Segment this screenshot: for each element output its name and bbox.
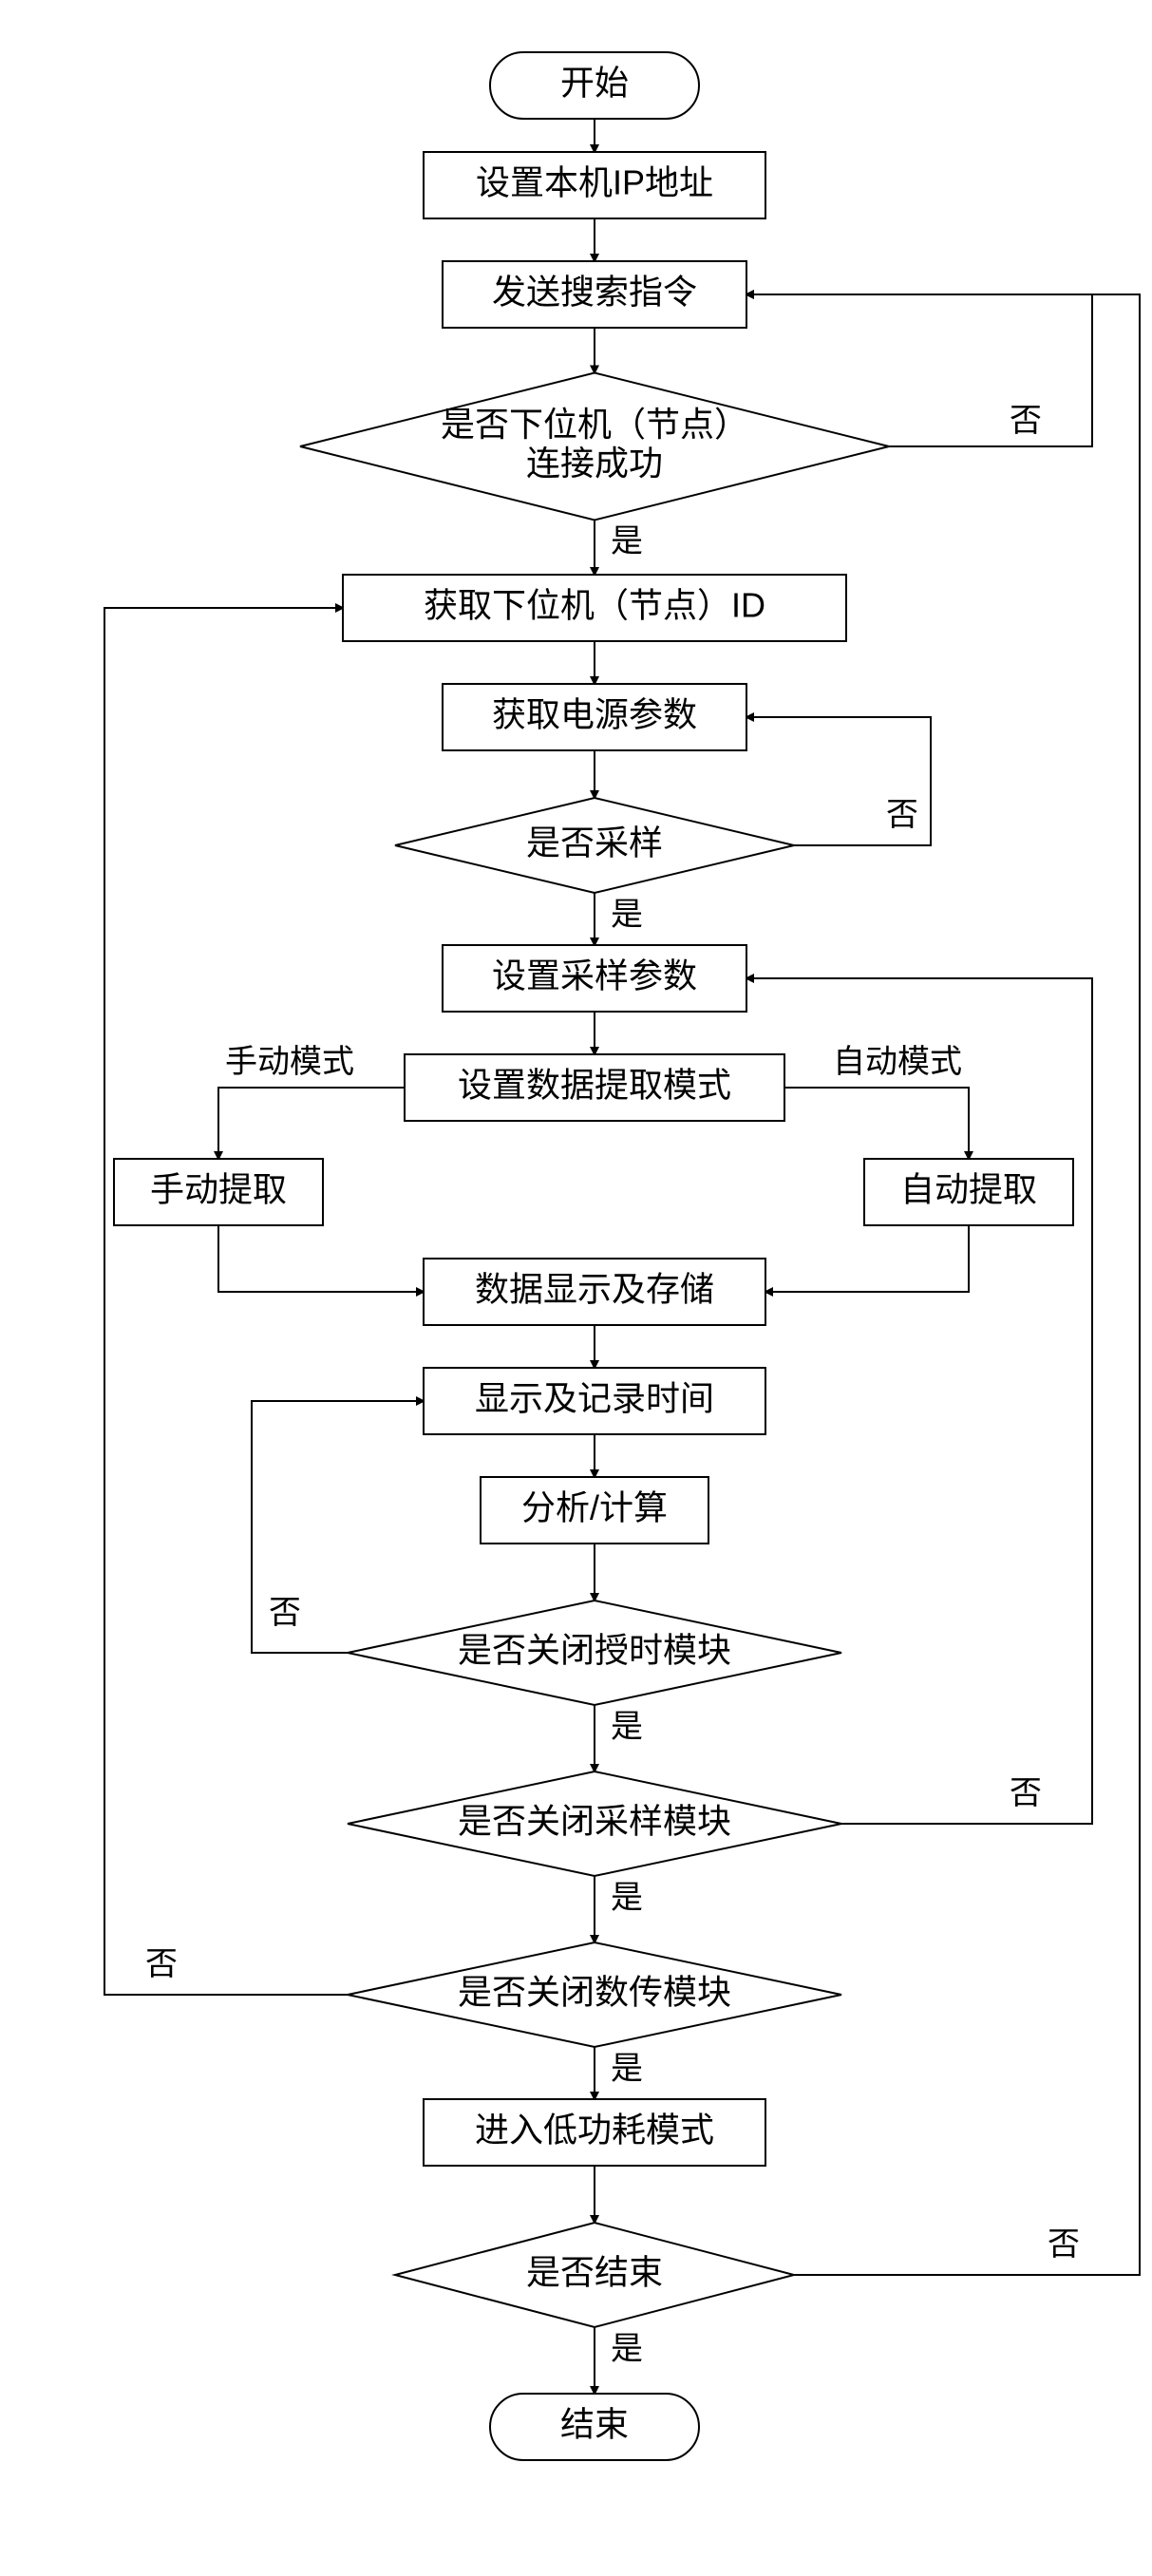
svg-text:是: 是 [611,2331,643,2367]
svg-text:是否结束: 是否结束 [526,2253,663,2292]
set_ip: 设置本机IP地址 [424,152,765,218]
svg-text:是否关闭采样模块: 是否关闭采样模块 [458,1802,731,1841]
svg-text:获取下位机（节点）ID: 获取下位机（节点）ID [424,586,765,625]
svg-text:设置数据提取模式: 设置数据提取模式 [458,1066,731,1105]
manual: 手动提取 [114,1159,323,1225]
auto: 自动提取 [864,1159,1073,1225]
is_sample: 是否采样 [395,798,794,893]
svg-text:设置本机IP地址: 设置本机IP地址 [476,163,713,202]
svg-text:显示及记录时间: 显示及记录时间 [475,1379,714,1418]
svg-text:否: 否 [1048,2226,1080,2263]
svg-text:发送搜索指令: 发送搜索指令 [492,273,697,312]
svg-text:是: 是 [611,1709,643,1745]
svg-text:是: 是 [611,897,643,933]
svg-text:数据显示及存储: 数据显示及存储 [475,1270,714,1309]
end: 结束 [490,2394,699,2460]
svg-text:自动提取: 自动提取 [900,1170,1037,1209]
svg-text:是: 是 [611,2051,643,2087]
svg-text:手动提取: 手动提取 [150,1170,287,1209]
is_end: 是否结束 [395,2223,794,2327]
svg-text:是否下位机（节点）: 是否下位机（节点） [441,405,748,444]
svg-text:否: 否 [1010,1775,1042,1811]
set_mode: 设置数据提取模式 [405,1054,784,1121]
svg-text:否: 否 [1010,403,1042,439]
svg-text:自动模式: 自动模式 [833,1044,962,1080]
svg-text:是: 是 [611,1880,643,1916]
svg-text:是否关闭数传模块: 是否关闭数传模块 [458,1973,731,2012]
svg-text:结束: 结束 [560,2405,629,2444]
svg-text:是否关闭授时模块: 是否关闭授时模块 [458,1631,731,1670]
set_sample: 设置采样参数 [443,945,746,1012]
svg-text:连接成功: 连接成功 [526,444,663,483]
close_trans: 是否关闭数传模块 [348,1942,841,2047]
conn_ok: 是否下位机（节点）连接成功 [300,373,889,521]
close_time: 是否关闭授时模块 [348,1601,841,1705]
analyze: 分析/计算 [481,1477,708,1544]
flowchart-svg: 是否是否手动模式自动模式是否是否是否是否开始设置本机IP地址发送搜索指令是否下位… [19,19,1152,2557]
svg-text:开始: 开始 [560,64,629,103]
low_power: 进入低功耗模式 [424,2099,765,2166]
display: 数据显示及存储 [424,1259,765,1325]
svg-text:否: 否 [145,1946,178,1982]
get_power: 获取电源参数 [443,684,746,750]
svg-text:获取电源参数: 获取电源参数 [492,695,697,734]
svg-text:否: 否 [269,1595,301,1631]
svg-text:进入低功耗模式: 进入低功耗模式 [475,2111,714,2150]
svg-text:手动模式: 手动模式 [225,1044,354,1080]
svg-text:是否采样: 是否采样 [526,824,663,862]
close_sample: 是否关闭采样模块 [348,1771,841,1876]
send_search: 发送搜索指令 [443,261,746,328]
start: 开始 [490,52,699,119]
svg-text:否: 否 [886,797,918,833]
svg-text:分析/计算: 分析/计算 [521,1488,668,1527]
svg-text:是: 是 [611,523,643,559]
show_time: 显示及记录时间 [424,1368,765,1434]
get_id: 获取下位机（节点）ID [343,575,846,641]
svg-text:设置采样参数: 设置采样参数 [492,957,697,995]
